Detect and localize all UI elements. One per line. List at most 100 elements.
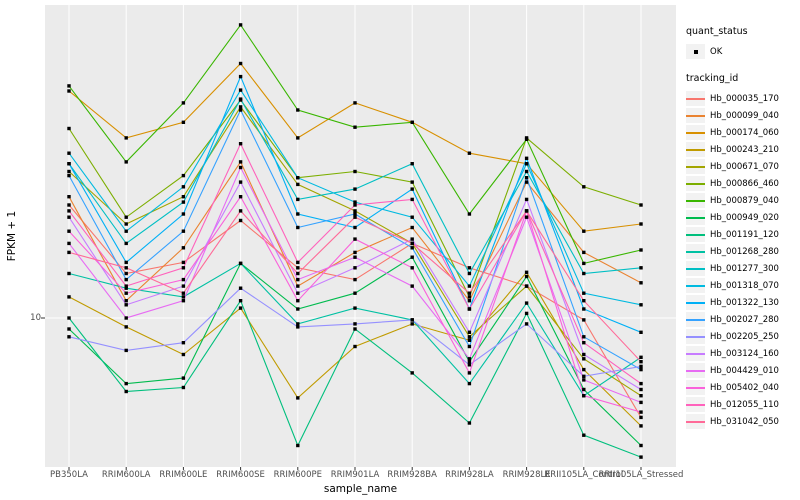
- line-key-icon: [686, 193, 705, 208]
- color-swatch: [686, 318, 705, 321]
- line-key-icon: [686, 159, 705, 174]
- line-key-icon: [686, 278, 705, 293]
- legend-item-label: Hb_002027_280: [710, 314, 779, 325]
- line-key-icon: [686, 125, 705, 140]
- legend-item-label: Hb_000174_060: [710, 127, 779, 138]
- panel-background: [45, 5, 676, 467]
- x-tick-label-RRII105LA_Control: RRII105LA_Control: [544, 470, 624, 480]
- legend-item-label: Hb_001277_300: [710, 263, 779, 274]
- color-swatch: [686, 114, 705, 117]
- x-tick-label-RRIM600LA: RRIM600LA: [101, 470, 151, 480]
- y-axis-title: FPKM + 1: [6, 210, 18, 262]
- legend-item-label: Hb_001191_120: [710, 229, 779, 240]
- color-swatch: [686, 335, 705, 338]
- legend: quant_status OK tracking_id Hb_000035_17…: [686, 26, 800, 430]
- color-swatch: [686, 199, 705, 202]
- legend-item-Hb_003124_160: Hb_003124_160: [686, 345, 800, 362]
- x-tick-label-RRIM928LE: RRIM928LE: [502, 470, 551, 480]
- legend-item-label: Hb_001268_280: [710, 246, 779, 257]
- line-key-icon: [686, 108, 705, 123]
- y-axis-tick-label: 10: [30, 313, 41, 323]
- line-key-icon: [686, 176, 705, 191]
- color-swatch: [686, 403, 705, 406]
- legend-item-Hb_012055_110: Hb_012055_110: [686, 396, 800, 413]
- color-swatch: [686, 301, 705, 304]
- legend-item-Hb_005402_040: Hb_005402_040: [686, 379, 800, 396]
- line-key-icon: [686, 329, 705, 344]
- color-swatch: [686, 216, 705, 219]
- line-key-icon: [686, 414, 705, 429]
- color-swatch: [686, 148, 705, 151]
- legend-item-label: Hb_031042_050: [710, 416, 779, 427]
- legend-item-Hb_002027_280: Hb_002027_280: [686, 311, 800, 328]
- x-axis-title: sample_name: [323, 483, 398, 495]
- data-points: [67, 23, 643, 459]
- line-key-icon: [686, 261, 705, 276]
- legend-item-Hb_001318_070: Hb_001318_070: [686, 277, 800, 294]
- x-tick-label-RRIM901LA: RRIM901LA: [330, 470, 380, 480]
- legend-item-Hb_002205_250: Hb_002205_250: [686, 328, 800, 345]
- legend-item-Hb_000671_070: Hb_000671_070: [686, 158, 800, 175]
- legend-item-Hb_000243_210: Hb_000243_210: [686, 141, 800, 158]
- legend-item-label: Hb_001322_130: [710, 297, 779, 308]
- color-swatch: [686, 267, 705, 270]
- legend-item-label: Hb_000099_040: [710, 110, 779, 121]
- legend-tracking-id-items: Hb_000035_170 Hb_000099_040 Hb_000174_060 H…: [686, 90, 800, 430]
- legend-item-Hb_001277_300: Hb_001277_300: [686, 260, 800, 277]
- legend-item-label: OK: [710, 46, 723, 57]
- line-key-icon: [686, 142, 705, 157]
- color-swatch: [686, 284, 705, 287]
- point-key-icon: [686, 44, 705, 59]
- legend-item-Hb_031042_050: Hb_031042_050: [686, 413, 800, 430]
- legend-item-label: Hb_012055_110: [710, 399, 779, 410]
- x-tick-label-RRIM928BA: RRIM928BA: [387, 470, 437, 480]
- line-key-icon: [686, 346, 705, 361]
- legend-title-tracking-id: tracking_id: [686, 73, 739, 84]
- legend-item-label: Hb_005402_040: [710, 382, 779, 393]
- color-swatch: [686, 352, 705, 355]
- line-key-icon: [686, 397, 705, 412]
- legend-item-Hb_000866_460: Hb_000866_460: [686, 175, 800, 192]
- legend-item-label: Hb_000949_020: [710, 212, 779, 223]
- color-swatch: [686, 97, 705, 100]
- legend-item-Hb_001268_280: Hb_001268_280: [686, 243, 800, 260]
- color-swatch: [686, 182, 705, 185]
- line-key-icon: [686, 295, 705, 310]
- color-swatch: [686, 386, 705, 389]
- legend-item-label: Hb_002205_250: [710, 331, 779, 342]
- line-key-icon: [686, 380, 705, 395]
- color-swatch: [686, 369, 705, 372]
- black-point-icon: [693, 49, 698, 54]
- axis-ticks: [41, 317, 642, 470]
- legend-item-label: Hb_000243_210: [710, 144, 779, 155]
- legend-item-Hb_004429_010: Hb_004429_010: [686, 362, 800, 379]
- color-swatch: [686, 250, 705, 253]
- legend-item-label: Hb_000866_460: [710, 178, 779, 189]
- legend-item-label: Hb_004429_010: [710, 365, 779, 376]
- legend-title-quant-status: quant_status: [686, 26, 748, 37]
- legend-item-Hb_000949_020: Hb_000949_020: [686, 209, 800, 226]
- line-key-icon: [686, 227, 705, 242]
- legend-item-label: Hb_000035_170: [710, 93, 779, 104]
- legend-item-label: Hb_003124_160: [710, 348, 779, 359]
- legend-item-ok: OK: [686, 43, 800, 60]
- legend-item-Hb_000879_040: Hb_000879_040: [686, 192, 800, 209]
- line-key-icon: [686, 210, 705, 225]
- legend-item-label: Hb_000879_040: [710, 195, 779, 206]
- x-tick-label-RRII105LA_Stressed: RRII105LA_Stressed: [598, 470, 684, 480]
- legend-item-Hb_000099_040: Hb_000099_040: [686, 107, 800, 124]
- line-key-icon: [686, 244, 705, 259]
- legend-item-Hb_000174_060: Hb_000174_060: [686, 124, 800, 141]
- legend-item-Hb_000035_170: Hb_000035_170: [686, 90, 800, 107]
- legend-item-Hb_001191_120: Hb_001191_120: [686, 226, 800, 243]
- x-tick-label-RRIM600PE: RRIM600PE: [273, 470, 322, 480]
- color-swatch: [686, 233, 705, 236]
- legend-item-Hb_001322_130: Hb_001322_130: [686, 294, 800, 311]
- color-swatch: [686, 420, 705, 423]
- color-swatch: [686, 131, 705, 134]
- x-tick-label-RRIM928LA: RRIM928LA: [445, 470, 494, 480]
- legend-item-label: Hb_000671_070: [710, 161, 779, 172]
- x-tick-label-RRIM600LE: RRIM600LE: [159, 470, 208, 480]
